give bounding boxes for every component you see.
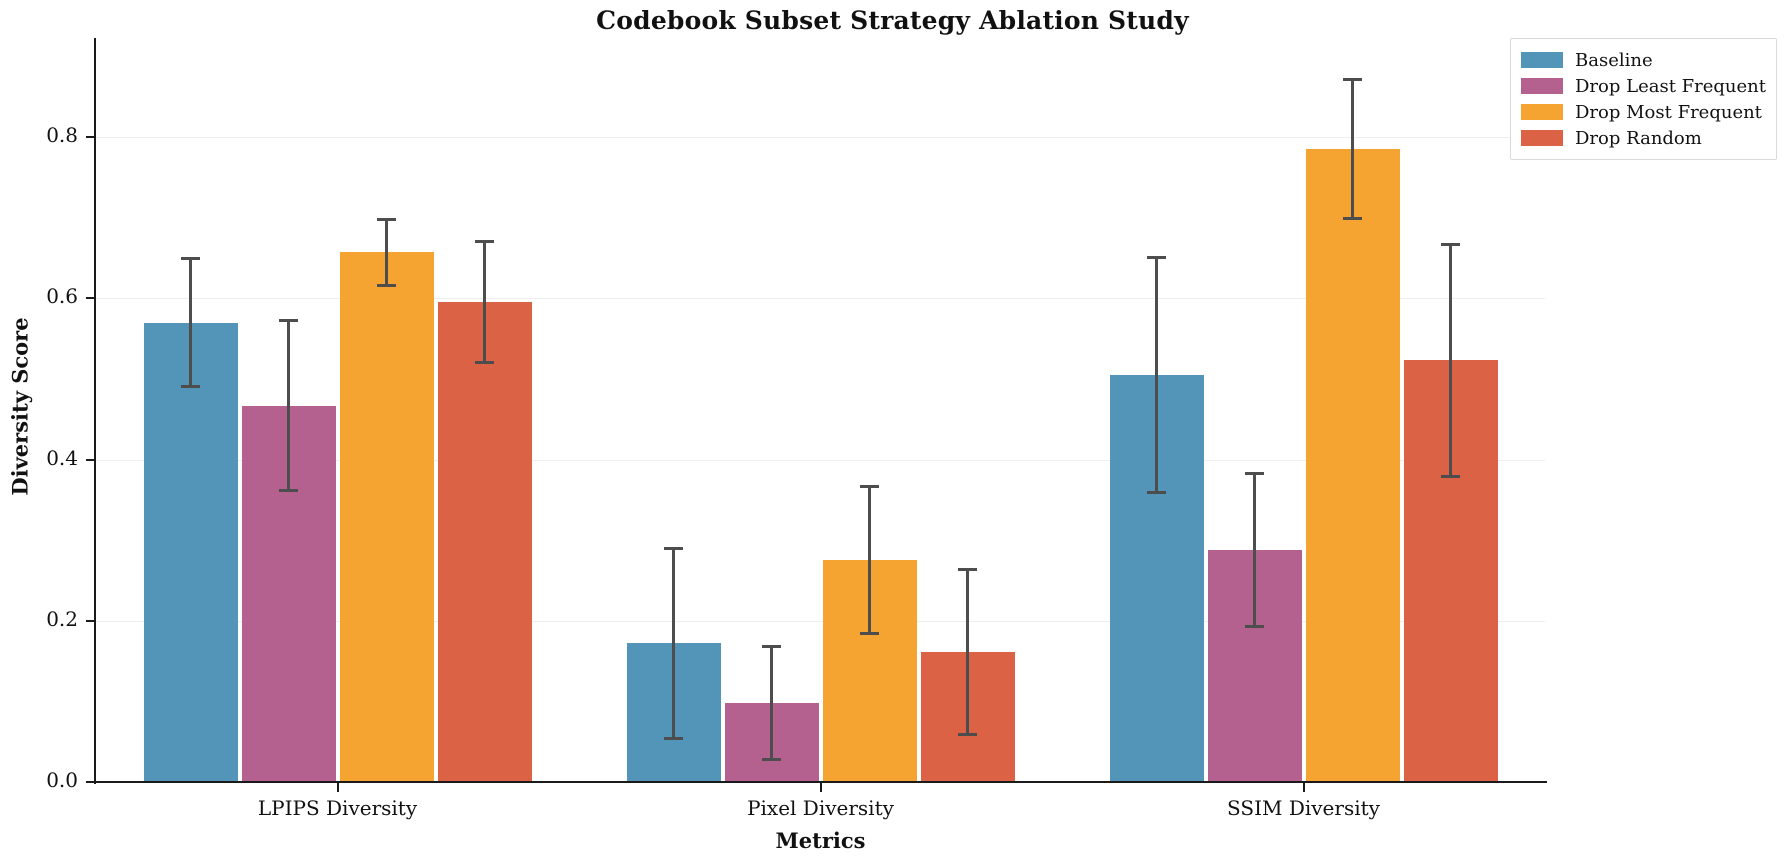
y-tick-label: 0.0 (46, 768, 78, 792)
error-bar-cap (1343, 78, 1362, 82)
legend-item[interactable]: Drop Least Frequent (1521, 73, 1766, 99)
error-bar-cap (181, 257, 200, 261)
error-bar-cap (1245, 625, 1264, 629)
error-bar-line (385, 217, 388, 288)
error-bar-line (287, 319, 290, 492)
chart-legend: Baseline Drop Least Frequent Drop Most Fre… (1510, 38, 1777, 160)
error-bar-cap (279, 488, 298, 492)
y-tick-mark (86, 781, 95, 783)
x-tick-mark (336, 783, 339, 792)
error-bar-cap (664, 737, 683, 741)
legend-item[interactable]: Baseline (1521, 47, 1766, 73)
error-bar-cap (1147, 255, 1166, 259)
y-tick-mark (86, 458, 95, 461)
x-axis-title: Metrics (775, 828, 866, 853)
legend-swatch-icon (1521, 104, 1563, 120)
error-bar-cap (958, 733, 977, 737)
error-bar-cap (664, 546, 683, 550)
error-bar-line (1253, 471, 1256, 629)
error-bar-cap (181, 384, 200, 388)
error-bar-line (1449, 242, 1452, 479)
legend-swatch-icon (1521, 52, 1563, 68)
error-bar-cap (860, 484, 879, 488)
y-gridline (96, 137, 1545, 139)
error-bar-line (483, 239, 486, 364)
legend-item[interactable]: Drop Random (1521, 125, 1766, 151)
legend-item-label: Drop Most Frequent (1575, 101, 1762, 123)
y-gridline (96, 459, 1545, 461)
x-axis-spine (94, 781, 1547, 783)
legend-item-label: Drop Random (1575, 127, 1702, 149)
error-bar-line (868, 484, 871, 635)
y-tick-mark (86, 136, 95, 139)
y-tick-label: 0.8 (46, 123, 78, 148)
legend-item-label: Drop Least Frequent (1575, 75, 1766, 97)
legend-swatch-icon (1521, 130, 1563, 146)
x-tick-label: Pixel Diversity (747, 796, 894, 820)
bar (1305, 149, 1400, 782)
y-tick-label: 0.4 (46, 445, 78, 470)
error-bar-line (966, 568, 969, 737)
y-gridline (96, 620, 1545, 622)
error-bar-cap (475, 239, 494, 243)
x-tick-mark (1302, 783, 1305, 792)
y-gridline (96, 298, 1545, 300)
legend-swatch-icon (1521, 78, 1563, 94)
error-bar-cap (958, 568, 977, 572)
error-bar-line (672, 546, 675, 741)
error-bar-cap (377, 284, 396, 288)
error-bar-cap (860, 631, 879, 635)
x-tick-label: SSIM Diversity (1227, 796, 1380, 820)
error-bar-cap (762, 758, 781, 762)
error-bar-cap (1343, 217, 1362, 221)
error-bar-line (770, 644, 773, 762)
error-bar-cap (762, 644, 781, 648)
error-bar-cap (1245, 471, 1264, 475)
bar (339, 252, 434, 782)
error-bar-line (189, 257, 192, 388)
legend-item-label: Baseline (1575, 49, 1653, 71)
bar (143, 322, 238, 782)
y-tick-mark (86, 297, 95, 300)
legend-item[interactable]: Drop Most Frequent (1521, 99, 1766, 125)
y-axis-spine (94, 38, 96, 784)
error-bar-cap (1147, 491, 1166, 495)
error-bar-cap (1441, 475, 1460, 479)
error-bar-cap (279, 319, 298, 323)
y-tick-mark (86, 619, 95, 622)
chart-title: Codebook Subset Strategy Ablation Study (596, 6, 1189, 35)
x-tick-mark (819, 783, 822, 792)
plot-area (96, 38, 1545, 782)
x-tick-label: LPIPS Diversity (257, 796, 418, 820)
error-bar-cap (1441, 242, 1460, 246)
y-tick-label: 0.6 (46, 284, 78, 309)
bar (437, 301, 532, 782)
y-tick-label: 0.2 (46, 606, 78, 631)
error-bar-cap (475, 360, 494, 364)
error-bar-line (1351, 78, 1354, 221)
error-bar-line (1155, 255, 1158, 495)
error-bar-cap (377, 217, 396, 221)
